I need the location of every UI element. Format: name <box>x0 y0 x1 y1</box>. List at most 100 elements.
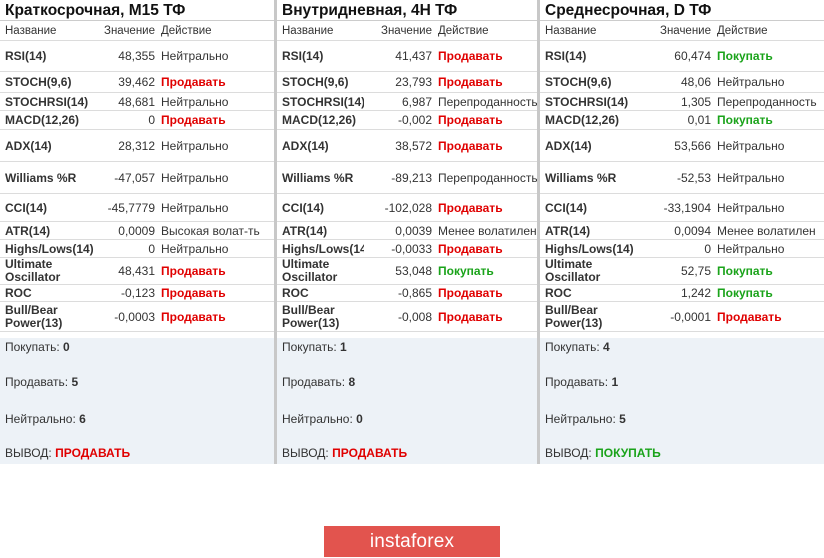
summary-sell-line: Продавать: 5 <box>5 375 78 389</box>
indicator-name: ATR(14) <box>545 223 591 238</box>
indicator-name: STOCHRSI(14) <box>5 94 89 109</box>
indicator-action: Нейтрально <box>161 241 229 256</box>
table-row: Williams %R -89,213 Перепроданность <box>277 162 537 194</box>
panel-medium-term: Среднесрочная, D ТФ Название Значение Дейст… <box>540 0 824 464</box>
indicator-name: STOCH(9,6) <box>5 75 72 89</box>
indicator-action: Продавать <box>438 75 503 89</box>
table-row: CCI(14) -33,1904 Нейтрально <box>540 194 824 222</box>
indicator-value: 0 <box>704 241 711 256</box>
table-row: MACD(12,26) 0 Продавать <box>0 111 274 130</box>
conclusion-value: ПОКУПАТЬ <box>595 446 661 460</box>
indicator-name: CCI(14) <box>5 200 48 215</box>
summary-neutral-line: Нейтрально: 5 <box>545 412 626 426</box>
panel-title: Краткосрочная, M15 ТФ <box>0 0 274 21</box>
indicator-action: Продавать <box>717 309 782 324</box>
indicator-name: ATR(14) <box>5 223 51 238</box>
indicator-name: CCI(14) <box>545 200 588 215</box>
table-row: Bull/Bear Power(13) -0,008 Продавать <box>277 302 537 332</box>
indicator-value: 28,312 <box>118 138 155 153</box>
indicator-value: 48,06 <box>680 75 711 89</box>
indicator-value: -0,0001 <box>670 309 711 324</box>
indicator-action: Продавать <box>438 286 503 300</box>
indicator-name: RSI(14) <box>545 49 587 63</box>
summary-count: 1 <box>340 340 347 354</box>
summary-label: Нейтрально: <box>545 412 616 426</box>
indicator-name: STOCHRSI(14) <box>282 94 364 109</box>
indicator-value: 48,681 <box>118 94 155 109</box>
indicator-value: -0,0003 <box>114 309 155 324</box>
indicator-value: 48,355 <box>118 49 155 63</box>
summary-count: 5 <box>71 375 79 389</box>
indicator-value: 48,431 <box>118 264 155 278</box>
summary-label: Покупать: <box>282 340 337 354</box>
indicator-action: Продавать <box>161 113 226 127</box>
table-row: ATR(14) 0,0094 Менее волатилен <box>540 222 824 240</box>
indicator-name: CCI(14) <box>282 200 325 215</box>
summary-box: Покупать: 1 Продавать: 8 Нейтрально: 0 ВЫВО… <box>277 338 537 464</box>
table-row: RSI(14) 48,355 Нейтрально <box>0 41 274 72</box>
indicator-value: -33,1904 <box>663 200 711 215</box>
summary-label: Нейтрально: <box>5 412 76 426</box>
indicator-name: Bull/Bear Power(13) <box>545 302 603 330</box>
table-row: Highs/Lows(14) -0,0033 Продавать <box>277 240 537 258</box>
conclusion-value: ПРОДАВАТЬ <box>332 446 408 460</box>
panel-intraday: Внутридневная, 4H ТФ Название Значение Дейс… <box>277 0 537 464</box>
header-action: Действие <box>161 24 212 37</box>
indicator-value: 6,987 <box>401 94 432 109</box>
indicator-action: Покупать <box>717 49 773 63</box>
instaforex-logo[interactable]: instaforex <box>324 526 500 557</box>
indicator-name: Williams %R <box>5 170 77 185</box>
table-row: STOCH(9,6) 48,06 Нейтрально <box>540 72 824 93</box>
table-row: STOCHRSI(14) 48,681 Нейтрально <box>0 93 274 111</box>
table-row: CCI(14) -102,028 Продавать <box>277 194 537 222</box>
indicator-action: Продавать <box>438 138 503 153</box>
indicator-action: Перепроданность <box>438 170 537 185</box>
indicator-name: ROC <box>545 286 572 300</box>
indicator-value: -102,028 <box>384 200 432 215</box>
table-header-row: Название Значение Действие <box>540 21 824 41</box>
table-row: Bull/Bear Power(13) -0,0001 Продавать <box>540 302 824 332</box>
panel-separator <box>274 0 277 464</box>
conclusion-label: ВЫВОД: <box>545 446 592 460</box>
conclusion-label: ВЫВОД: <box>5 446 52 460</box>
indicator-name: Bull/Bear Power(13) <box>282 302 340 330</box>
indicator-value: -0,123 <box>120 286 155 300</box>
indicator-name: MACD(12,26) <box>5 113 80 127</box>
summary-conclusion-line: ВЫВОД: ПРОДАВАТЬ <box>5 446 130 460</box>
conclusion-label: ВЫВОД: <box>282 446 329 460</box>
summary-sell-line: Продавать: 8 <box>282 375 355 389</box>
summary-label: Продавать: <box>5 375 69 389</box>
indicator-name: ATR(14) <box>282 223 328 238</box>
table-row: Ultimate Oscillator 52,75 Покупать <box>540 258 824 285</box>
summary-buy-line: Покупать: 4 <box>545 340 610 354</box>
panel-title: Внутридневная, 4H ТФ <box>277 0 537 21</box>
indicator-name: ADX(14) <box>545 138 592 153</box>
table-row: Highs/Lows(14) 0 Нейтрально <box>540 240 824 258</box>
indicator-value: 38,572 <box>395 138 432 153</box>
indicator-action: Высокая волат-ть <box>161 223 260 238</box>
table-row: CCI(14) -45,7779 Нейтрально <box>0 194 274 222</box>
indicator-value: 39,462 <box>118 75 155 89</box>
indicator-action: Продавать <box>438 49 503 63</box>
indicator-name: Williams %R <box>545 170 617 185</box>
indicator-action: Продавать <box>161 286 226 300</box>
indicator-value: 0,0039 <box>395 223 432 238</box>
summary-conclusion-line: ВЫВОД: ПРОДАВАТЬ <box>282 446 407 460</box>
table-row: ADX(14) 53,566 Нейтрально <box>540 130 824 162</box>
indicator-action: Нейтрально <box>717 138 785 153</box>
indicator-action: Продавать <box>438 113 503 127</box>
summary-count: 6 <box>79 412 86 426</box>
summary-count: 8 <box>348 375 356 389</box>
indicator-table: Название Значение Действие RSI(14) 48,355 Ней… <box>0 21 274 332</box>
indicator-name: ADX(14) <box>5 138 52 153</box>
indicator-name: ROC <box>5 286 32 300</box>
indicator-action: Перепроданность <box>717 94 817 109</box>
summary-buy-line: Покупать: 0 <box>5 340 70 354</box>
indicator-action: Нейтрально <box>161 138 229 153</box>
indicator-value: 0 <box>148 113 155 127</box>
summary-count: 0 <box>63 340 70 354</box>
indicator-value: -47,057 <box>114 170 155 185</box>
header-value: Значение <box>660 24 711 37</box>
indicator-name: STOCHRSI(14) <box>545 94 629 109</box>
table-row: ROC 1,242 Покупать <box>540 285 824 302</box>
